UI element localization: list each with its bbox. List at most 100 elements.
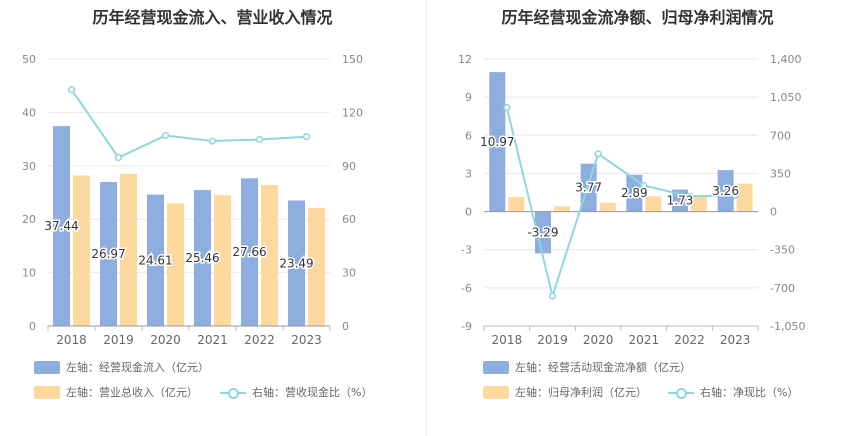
y-tick-label-right: -350 bbox=[770, 244, 795, 257]
legend-item-right-ratio[interactable]: 右轴：净现比（%） bbox=[668, 384, 798, 400]
y-tick-label-left: 0 bbox=[465, 206, 472, 219]
legend-item-left-ratio[interactable]: 右轴：营收现金比（%） bbox=[220, 384, 372, 400]
x-tick-label: 2019 bbox=[537, 333, 568, 347]
data-label: 3.26 bbox=[712, 184, 739, 198]
legend-label: 右轴：营收现金比（%） bbox=[252, 386, 373, 399]
legend-swatch-blue bbox=[34, 360, 60, 374]
y-tick-label-left: 9 bbox=[465, 91, 472, 104]
x-tick-label: 2023 bbox=[720, 333, 751, 347]
bar bbox=[261, 185, 278, 326]
bar bbox=[73, 175, 90, 326]
chart-title-left: 历年经营现金流入、营业收入情况 bbox=[92, 8, 333, 27]
bar bbox=[288, 200, 305, 326]
y-tick-label-left: 30 bbox=[22, 160, 36, 173]
y-tick-label-left: 10 bbox=[22, 267, 36, 280]
y-tick-label-right: 120 bbox=[342, 106, 363, 119]
data-label: 37.44 bbox=[44, 219, 78, 233]
y-tick-label-right: 60 bbox=[342, 213, 356, 226]
y-tick-label-left: 6 bbox=[465, 129, 472, 142]
series-line bbox=[505, 107, 736, 300]
data-label: 1.73 bbox=[667, 194, 694, 208]
x-tick-label: 2023 bbox=[291, 333, 322, 347]
legend-label: 左轴：经营活动现金流净额（亿元） bbox=[515, 361, 691, 374]
legend-swatch-line bbox=[668, 386, 694, 399]
bar bbox=[626, 174, 643, 212]
line-point bbox=[208, 137, 217, 145]
data-label: 24.61 bbox=[138, 253, 172, 267]
x-tick-label: 2021 bbox=[197, 333, 228, 347]
line-point bbox=[685, 192, 694, 200]
y-tick-label-left: -3 bbox=[461, 244, 472, 257]
left-chart-svg: 0 0 10 30 20 60 30 90 40 120 50 150 2018 2019 2020 2021… bbox=[22, 53, 363, 347]
y-tick-label-left: 20 bbox=[22, 213, 36, 226]
legend-swatch-blue bbox=[483, 360, 509, 374]
legend-item-right-net-profit[interactable]: 左轴：归母净利润（亿元） bbox=[483, 384, 647, 400]
x-tick-label: 2021 bbox=[629, 333, 660, 347]
y-tick-label-left: 40 bbox=[22, 106, 36, 119]
data-label: 25.46 bbox=[185, 251, 219, 265]
legend-swatch-line bbox=[220, 386, 246, 399]
data-label: -3.29 bbox=[527, 225, 558, 239]
bar bbox=[120, 173, 137, 326]
x-tick-label: 2022 bbox=[674, 333, 705, 347]
data-label: 10.97 bbox=[480, 135, 514, 149]
legend-label: 右轴：净现比（%） bbox=[700, 386, 799, 399]
chart-title-right: 历年经营现金流净额、归母净利润情况 bbox=[501, 8, 774, 27]
bar bbox=[308, 207, 325, 326]
line-point bbox=[503, 103, 511, 112]
line-point bbox=[161, 131, 170, 140]
y-tick-label-right: 150 bbox=[342, 53, 363, 66]
y-tick-label-left: 50 bbox=[22, 53, 36, 66]
bar bbox=[100, 181, 117, 326]
data-label: 2.89 bbox=[621, 186, 648, 200]
data-label: 27.66 bbox=[232, 245, 266, 259]
bar bbox=[691, 195, 707, 212]
x-tick-label: 2020 bbox=[583, 333, 614, 347]
bar bbox=[736, 183, 753, 212]
bar bbox=[599, 202, 616, 212]
y-tick-label-right: 0 bbox=[342, 320, 349, 333]
y-tick-label-left: 0 bbox=[29, 320, 36, 333]
legend-label: 左轴：营业总收入（亿元） bbox=[66, 386, 198, 399]
y-tick-label-right: 1,050 bbox=[770, 91, 802, 104]
bar bbox=[167, 203, 184, 326]
line-point bbox=[548, 292, 557, 300]
y-tick-label-right: -700 bbox=[770, 282, 795, 295]
legend-label: 左轴：经营现金流入（亿元） bbox=[66, 361, 209, 374]
panel-divider bbox=[426, 0, 427, 436]
line-point bbox=[731, 191, 739, 199]
y-tick-label-left: 12 bbox=[458, 53, 472, 66]
bar bbox=[53, 126, 70, 326]
bar bbox=[147, 194, 164, 326]
legend-item-right-net-cash[interactable]: 左轴：经营活动现金流净额（亿元） bbox=[483, 359, 691, 375]
line-point bbox=[114, 154, 123, 162]
bar bbox=[489, 72, 506, 212]
x-tick-label: 2019 bbox=[103, 333, 134, 347]
y-tick-label-right: 90 bbox=[342, 160, 356, 173]
series-line bbox=[70, 89, 307, 159]
bar bbox=[645, 196, 662, 212]
x-tick-label: 2020 bbox=[150, 333, 181, 347]
legend-item-left-revenue[interactable]: 左轴：营业总收入（亿元） bbox=[34, 384, 198, 400]
line-point bbox=[67, 86, 76, 94]
legend-swatch-orange bbox=[483, 385, 509, 399]
bar bbox=[554, 206, 570, 212]
bar bbox=[580, 163, 597, 212]
y-tick-label-left: -6 bbox=[461, 282, 472, 295]
data-label: 3.77 bbox=[575, 181, 602, 195]
y-tick-label-right: 0 bbox=[770, 206, 777, 219]
bar bbox=[717, 170, 734, 212]
line-point bbox=[255, 135, 264, 144]
x-tick-label: 2018 bbox=[492, 333, 523, 347]
x-tick-label: 2018 bbox=[56, 333, 87, 347]
legend-item-left-cash-inflow[interactable]: 左轴：经营现金流入（亿元） bbox=[34, 359, 209, 375]
data-label: 23.49 bbox=[279, 256, 313, 270]
y-tick-label-left: -9 bbox=[461, 320, 472, 333]
line-point bbox=[302, 133, 311, 141]
y-tick-label-right: 1,400 bbox=[770, 53, 802, 66]
y-tick-label-right: 350 bbox=[770, 167, 791, 180]
legend-swatch-orange bbox=[34, 385, 60, 399]
y-tick-label-right: 30 bbox=[342, 267, 356, 280]
